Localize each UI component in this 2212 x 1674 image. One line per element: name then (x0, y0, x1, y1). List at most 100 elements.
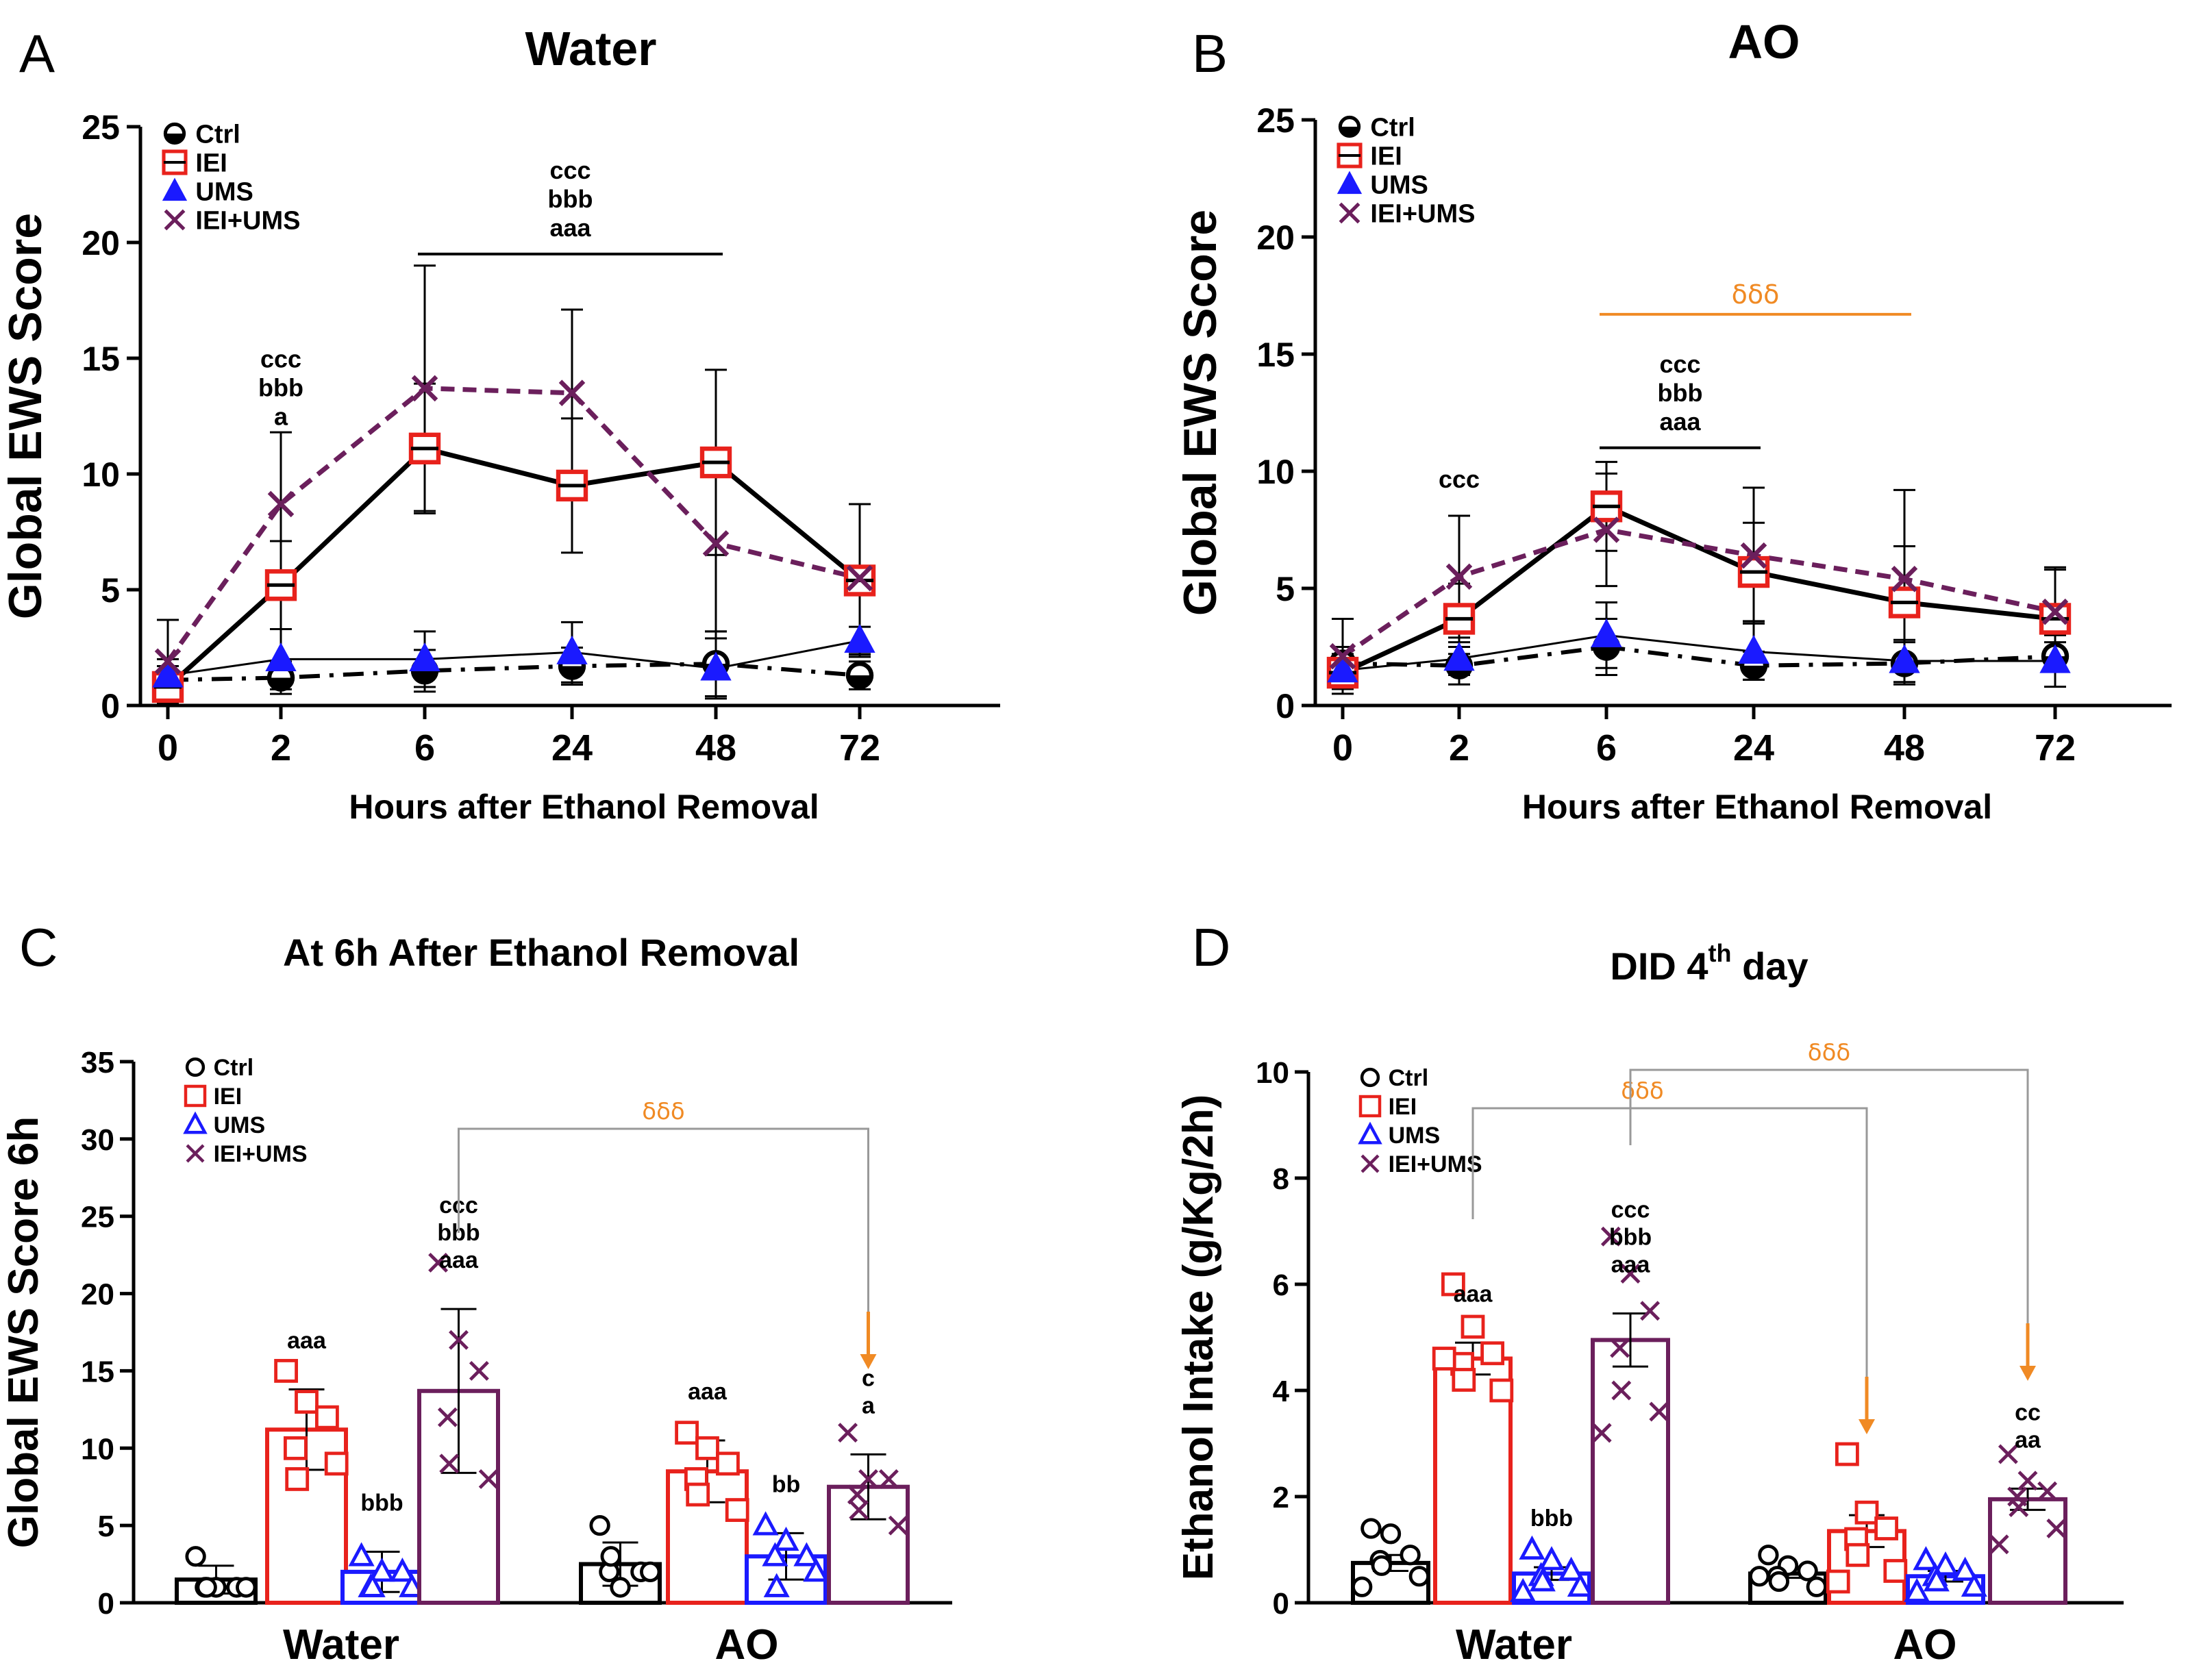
data-point-ums (1913, 1546, 1939, 1571)
legend-marker-ctrl (1360, 1067, 1380, 1088)
data-point-ctrl (1758, 1545, 1779, 1566)
y-axis-label: Ethanol Intake (g/Kg/2h) (1175, 1095, 1222, 1581)
data-point-ctrl (196, 1577, 217, 1598)
data-point-ieiums (702, 530, 730, 557)
data-point-ieiums (437, 1407, 458, 1427)
panel-label-a: A (19, 23, 55, 84)
data-point-ieiums (478, 1469, 499, 1489)
legend-label-ieiums: IEI+UMS (195, 207, 300, 236)
annotation-label: bb (772, 1471, 801, 1497)
annotation-label: aaa (439, 1247, 479, 1273)
data-point-ums (1738, 634, 1769, 664)
data-point-ctrl (1371, 1555, 1392, 1576)
series-line-ctrl (1342, 645, 2056, 668)
data-point-iei (716, 1451, 740, 1476)
data-point-ieiums (1600, 1226, 1621, 1247)
data-point-iei (1441, 1272, 1465, 1297)
legend-label-iei: IEI (214, 1084, 243, 1110)
y-tick-label: 20 (82, 224, 120, 262)
x-group-label: Water (283, 1621, 399, 1669)
legend-marker-ums (162, 177, 188, 201)
x-group-label: AO (1893, 1621, 1957, 1669)
data-point-iei (283, 1436, 308, 1460)
y-tick-label: 4 (1273, 1375, 1290, 1408)
data-point-iei (324, 1451, 349, 1476)
data-point-ieiums (439, 1453, 460, 1474)
y-tick-label: 15 (81, 1355, 114, 1388)
error-bar (440, 1308, 477, 1474)
data-point-ums (1923, 1567, 1950, 1592)
data-point-iei (686, 1482, 710, 1507)
data-point-ieiums (411, 375, 438, 402)
legend-marker-ums (1337, 171, 1363, 195)
series-line-ieiums (166, 386, 860, 663)
data-point-ieiums (1998, 1444, 2018, 1464)
annotation-label: a (862, 1392, 875, 1419)
data-point-ctrl (1400, 1545, 1421, 1566)
data-point-ums (1889, 644, 1920, 673)
data-point-ieiums (1610, 1338, 1630, 1358)
legend-label-ums: UMS (195, 178, 253, 207)
legend-label-iei: IEI (1370, 142, 1402, 171)
legend-label-ieiums: IEI+UMS (214, 1141, 308, 1167)
legend-marker-ieiums (1360, 1154, 1380, 1173)
data-point-iei (1461, 1314, 1485, 1339)
data-point-iei (1432, 1347, 1456, 1371)
annotation-label: bbb (548, 185, 593, 213)
x-axis-label: Hours after Ethanol Removal (1522, 788, 1992, 826)
annotation-label: aaa (1611, 1252, 1651, 1278)
data-point-ctrl (1749, 1566, 1770, 1587)
y-tick-label: 5 (101, 571, 120, 610)
data-point-ctrl-fill (1742, 665, 1765, 677)
data-point-ums (1519, 1535, 1545, 1560)
y-tick-label: 0 (98, 1587, 114, 1621)
y-tick-label: 20 (81, 1278, 114, 1312)
data-point-ieiums (2037, 1481, 2058, 1501)
bracket-label: δδδ (642, 1098, 684, 1125)
data-point-iei (274, 1359, 299, 1383)
data-point-ieiums (2009, 1497, 2029, 1517)
data-point-ctrl (1768, 1571, 1789, 1592)
legend-marker-ctrl (185, 1057, 206, 1077)
chart-title-sup: th (1708, 939, 1732, 967)
legend-label-ums: UMS (1389, 1123, 1441, 1149)
data-point-iei (1854, 1500, 1879, 1525)
data-point-ieiums (267, 490, 295, 518)
data-point-ums (1932, 1551, 1959, 1576)
annotation-label: bbb (1530, 1506, 1573, 1532)
data-point-ums (1529, 1567, 1556, 1592)
legend-marker-iei (184, 1084, 207, 1108)
data-point-ums (265, 642, 297, 672)
y-tick-label: 15 (82, 340, 120, 378)
chart-c: At 6h After Ethanol Removal 0 5 10 15 20 25 30 3… (0, 931, 952, 1669)
y-tick-label: 25 (81, 1201, 114, 1234)
legend-label-ctrl: Ctrl (1389, 1065, 1429, 1091)
data-point-ieiums (838, 1423, 858, 1443)
legend-marker-ieiums (164, 209, 186, 231)
data-point-ums (359, 1573, 386, 1597)
data-point-ums (369, 1558, 395, 1582)
data-point-ums (752, 1511, 779, 1536)
legend-label-ctrl: Ctrl (1370, 114, 1415, 142)
data-point-ctrl-fill (413, 671, 436, 683)
data-point-iei (1480, 1341, 1505, 1366)
chart-b: AO 0 5 10 15 20 25 0 2 6 24 48 72 Hours after Ethanol… (1174, 15, 2172, 826)
panel-label-c: C (19, 917, 58, 977)
annotation-label: ccc (1611, 1197, 1650, 1223)
data-point-ums (1327, 653, 1358, 683)
data-point-ums (152, 658, 184, 688)
panel-label-b: B (1192, 23, 1228, 84)
data-point-ieiums (878, 1469, 899, 1489)
data-point-ieiums (1329, 642, 1356, 670)
x-tick-label: 6 (414, 727, 435, 769)
data-point-iei (725, 1498, 749, 1522)
data-point-iei (1489, 1378, 1514, 1403)
legend-label-ctrl: Ctrl (195, 121, 240, 149)
series-line-ctrl (167, 662, 860, 682)
data-point-ieiums (888, 1515, 908, 1536)
data-point-iei (314, 1405, 339, 1429)
y-tick-label: 15 (1256, 336, 1295, 374)
data-point-ieiums (428, 1252, 449, 1273)
chart-title: Water (525, 22, 657, 75)
bracket-label: δδδ (1808, 1039, 1850, 1066)
